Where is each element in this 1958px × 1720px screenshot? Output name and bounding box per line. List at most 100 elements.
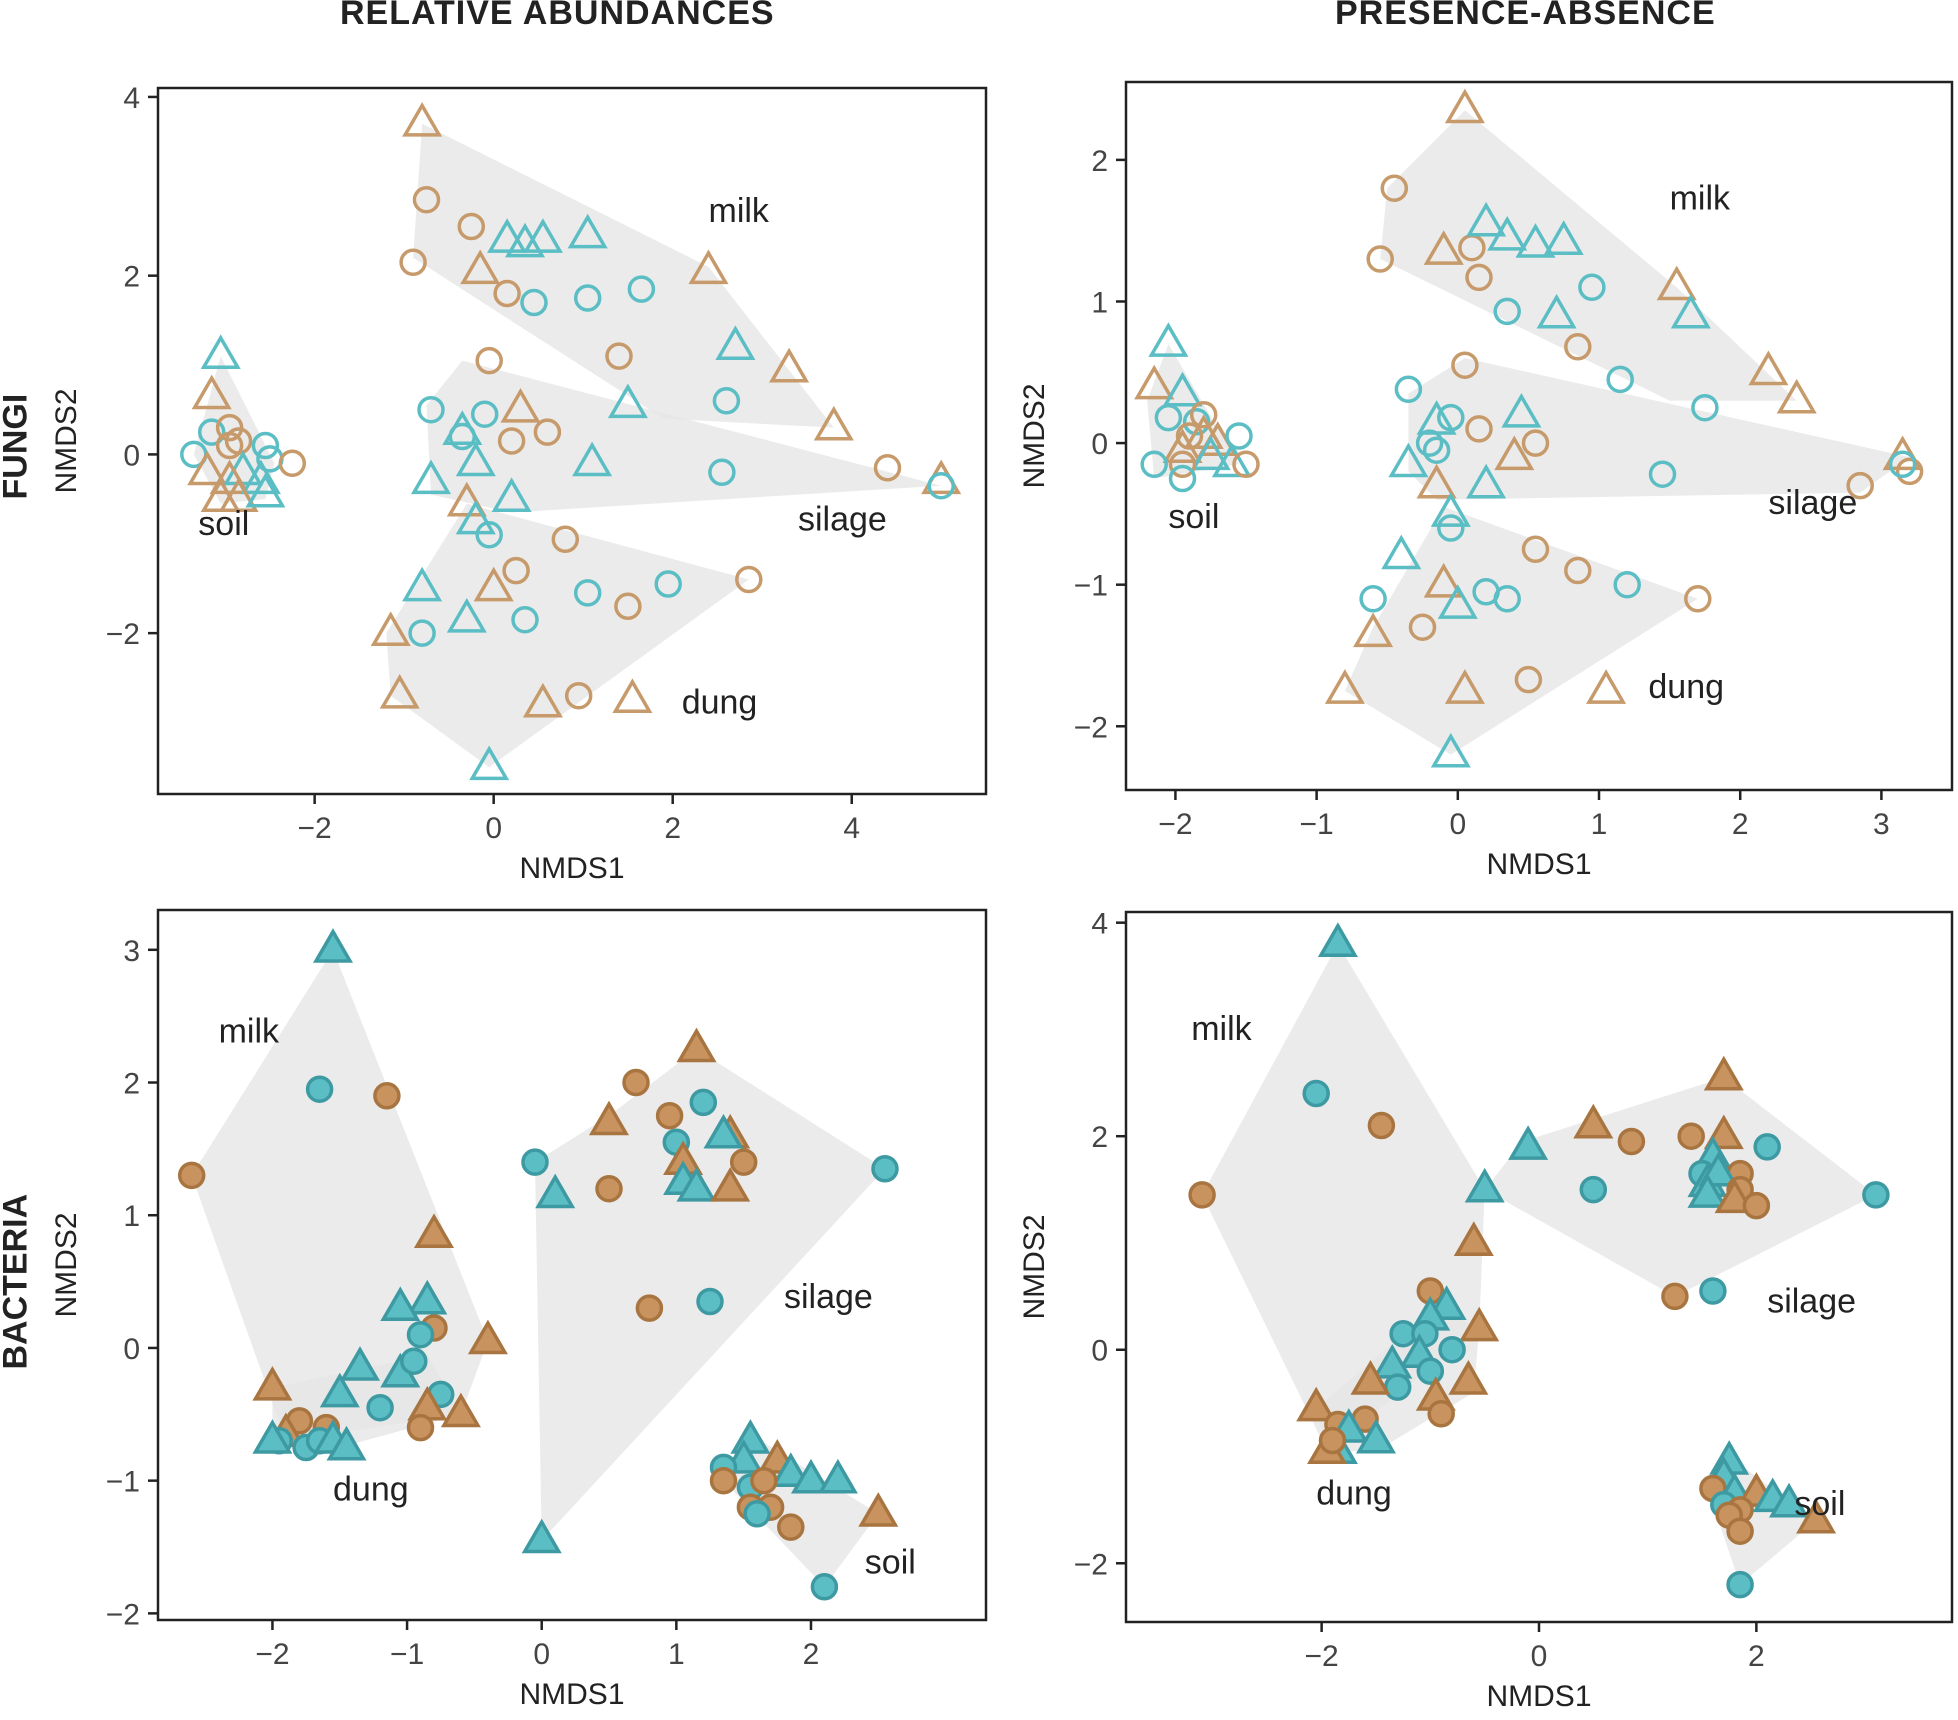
group-label-dung: dung <box>333 1471 409 1509</box>
point-soil-teal-circle <box>810 1573 839 1601</box>
point-milk-teal-circle <box>712 387 741 415</box>
x-tick-label: 2 <box>664 812 681 845</box>
point-silage-tan-triangle <box>1416 463 1457 499</box>
point-milk-teal-circle <box>1493 297 1521 326</box>
point-silage-teal-circle <box>1437 403 1465 432</box>
group-label-soil: soil <box>198 505 249 543</box>
group-label-milk: milk <box>1670 179 1731 217</box>
point-milk-tan-circle <box>399 248 427 277</box>
point-dung-tan-circle <box>1514 665 1543 694</box>
point-milk-teal-triangle <box>1670 293 1711 329</box>
point-soil-teal-triangle <box>1148 322 1189 357</box>
point-milk-tan-triangle <box>460 249 501 285</box>
hull-silage <box>1484 1077 1876 1297</box>
y-tick-label: −1 <box>1074 570 1108 603</box>
point-silage-teal-triangle <box>455 441 496 477</box>
point-soil-teal-circle <box>197 418 226 446</box>
x-axis-label: NMDS1 <box>519 1678 624 1711</box>
point-soil-tan-circle <box>1189 401 1218 429</box>
plot-frame <box>1124 80 1954 792</box>
point-dung-teal-circle <box>1613 570 1641 599</box>
point-silage-teal-triangle <box>1508 1125 1549 1160</box>
x-tick-label: 0 <box>1531 1640 1548 1673</box>
point-milk-tan-triangle <box>813 405 854 441</box>
x-axis-label: NMDS1 <box>519 852 624 885</box>
point-milk-teal-circle <box>1578 273 1606 302</box>
point-milk-tan-triangle <box>1453 1221 1494 1256</box>
point-dung-teal-triangle <box>319 1372 360 1408</box>
point-soil-tan-triangle <box>187 450 228 486</box>
point-silage-tan-circle <box>655 1101 684 1130</box>
point-dung-tan-triangle <box>1350 1359 1391 1395</box>
y-tick-label: −2 <box>1074 1548 1108 1581</box>
group-label-silage: silage <box>784 1278 873 1316</box>
point-dung-teal-circle <box>475 521 503 549</box>
point-dung-tan-circle <box>1684 585 1712 613</box>
point-milk-tan-triangle <box>1776 378 1817 414</box>
point-milk-teal-triangle <box>1543 220 1584 255</box>
x-tick-label: −2 <box>255 1638 289 1671</box>
point-soil-teal-triangle <box>200 334 241 370</box>
point-dung-teal-circle <box>408 619 436 647</box>
point-soil-teal-circle <box>1154 403 1183 432</box>
point-silage-teal-circle <box>417 395 445 424</box>
point-dung-tan-triangle <box>1586 669 1627 704</box>
point-dung-tan-triangle <box>370 611 411 647</box>
panel-fungi-presence: milk silage dung soil −2 −1 0 1 2 3 −2 −1 0 1 2 NMDS1 NM… <box>1018 80 1954 881</box>
point-milk-tan-circle <box>605 342 633 370</box>
y-tick-label: 2 <box>123 1068 140 1101</box>
point-silage-tan-triangle <box>710 1167 751 1202</box>
point-milk-teal-circle <box>573 284 602 312</box>
point-soil-tan-circle <box>777 1513 805 1541</box>
point-milk-tan-circle <box>177 1161 206 1190</box>
x-tick-label: −2 <box>1305 1640 1339 1673</box>
point-dung-tan-circle <box>1564 556 1592 585</box>
point-dung-teal-triangle <box>469 745 510 781</box>
point-silage-tan-circle <box>873 454 902 482</box>
point-silage-tan-triangle <box>500 388 541 423</box>
point-dung-tan-circle <box>406 1413 435 1442</box>
point-silage-teal-circle <box>871 1155 899 1183</box>
point-milk-teal-triangle <box>380 1286 421 1322</box>
point-milk-tan-triangle <box>440 1392 481 1428</box>
x-tick-label: 0 <box>533 1638 550 1671</box>
point-dung-teal-circle <box>400 1347 428 1375</box>
point-silage-tan-circle <box>475 346 503 375</box>
point-soil-tan-triangle <box>1796 1498 1837 1534</box>
point-dung-tan-circle <box>1427 1400 1455 1428</box>
point-soil-tan-triangle <box>218 477 259 513</box>
point-silage-tan-triangle <box>676 1027 717 1063</box>
x-tick-label: 3 <box>1873 808 1890 841</box>
hull-dung <box>386 503 749 768</box>
point-milk-tan-triangle <box>402 102 443 137</box>
point-silage-teal-circle <box>1862 1181 1890 1209</box>
group-label-soil: soil <box>865 1544 916 1582</box>
hull-dung <box>1344 506 1698 755</box>
point-silage-teal-circle <box>470 400 499 428</box>
point-milk-tan-triangle <box>1748 350 1789 386</box>
y-tick-label: −1 <box>106 1466 140 1499</box>
point-silage-tan-circle <box>595 1174 623 1203</box>
point-dung-tan-triangle <box>1353 612 1394 648</box>
point-silage-tan-circle <box>497 427 526 455</box>
point-silage-tan-circle <box>1661 1282 1689 1311</box>
point-soil-tan-circle <box>278 449 307 478</box>
point-silage-teal-circle <box>1648 460 1677 488</box>
point-milk-tan-circle <box>1465 263 1493 292</box>
point-soil-tan-circle <box>1726 1517 1754 1545</box>
y-axis-label: NMDS2 <box>1018 383 1051 488</box>
x-tick-label: −2 <box>1158 808 1192 841</box>
y-tick-label: 1 <box>123 1200 140 1233</box>
point-dung-teal-circle <box>511 605 539 634</box>
point-silage-tan-circle <box>635 1294 664 1322</box>
point-soil-teal-circle <box>1182 408 1211 436</box>
point-soil-teal-triangle <box>1768 1482 1810 1518</box>
point-dung-teal-circle <box>1493 585 1521 613</box>
group-label-silage: silage <box>1767 1282 1856 1320</box>
point-dung-teal-triangle <box>1430 492 1471 527</box>
point-soil-teal-circle <box>743 1500 771 1528</box>
point-milk-tan-circle <box>373 1082 401 1110</box>
point-soil-tan-triangle <box>191 374 232 410</box>
point-soil-teal-triangle <box>770 1452 811 1487</box>
